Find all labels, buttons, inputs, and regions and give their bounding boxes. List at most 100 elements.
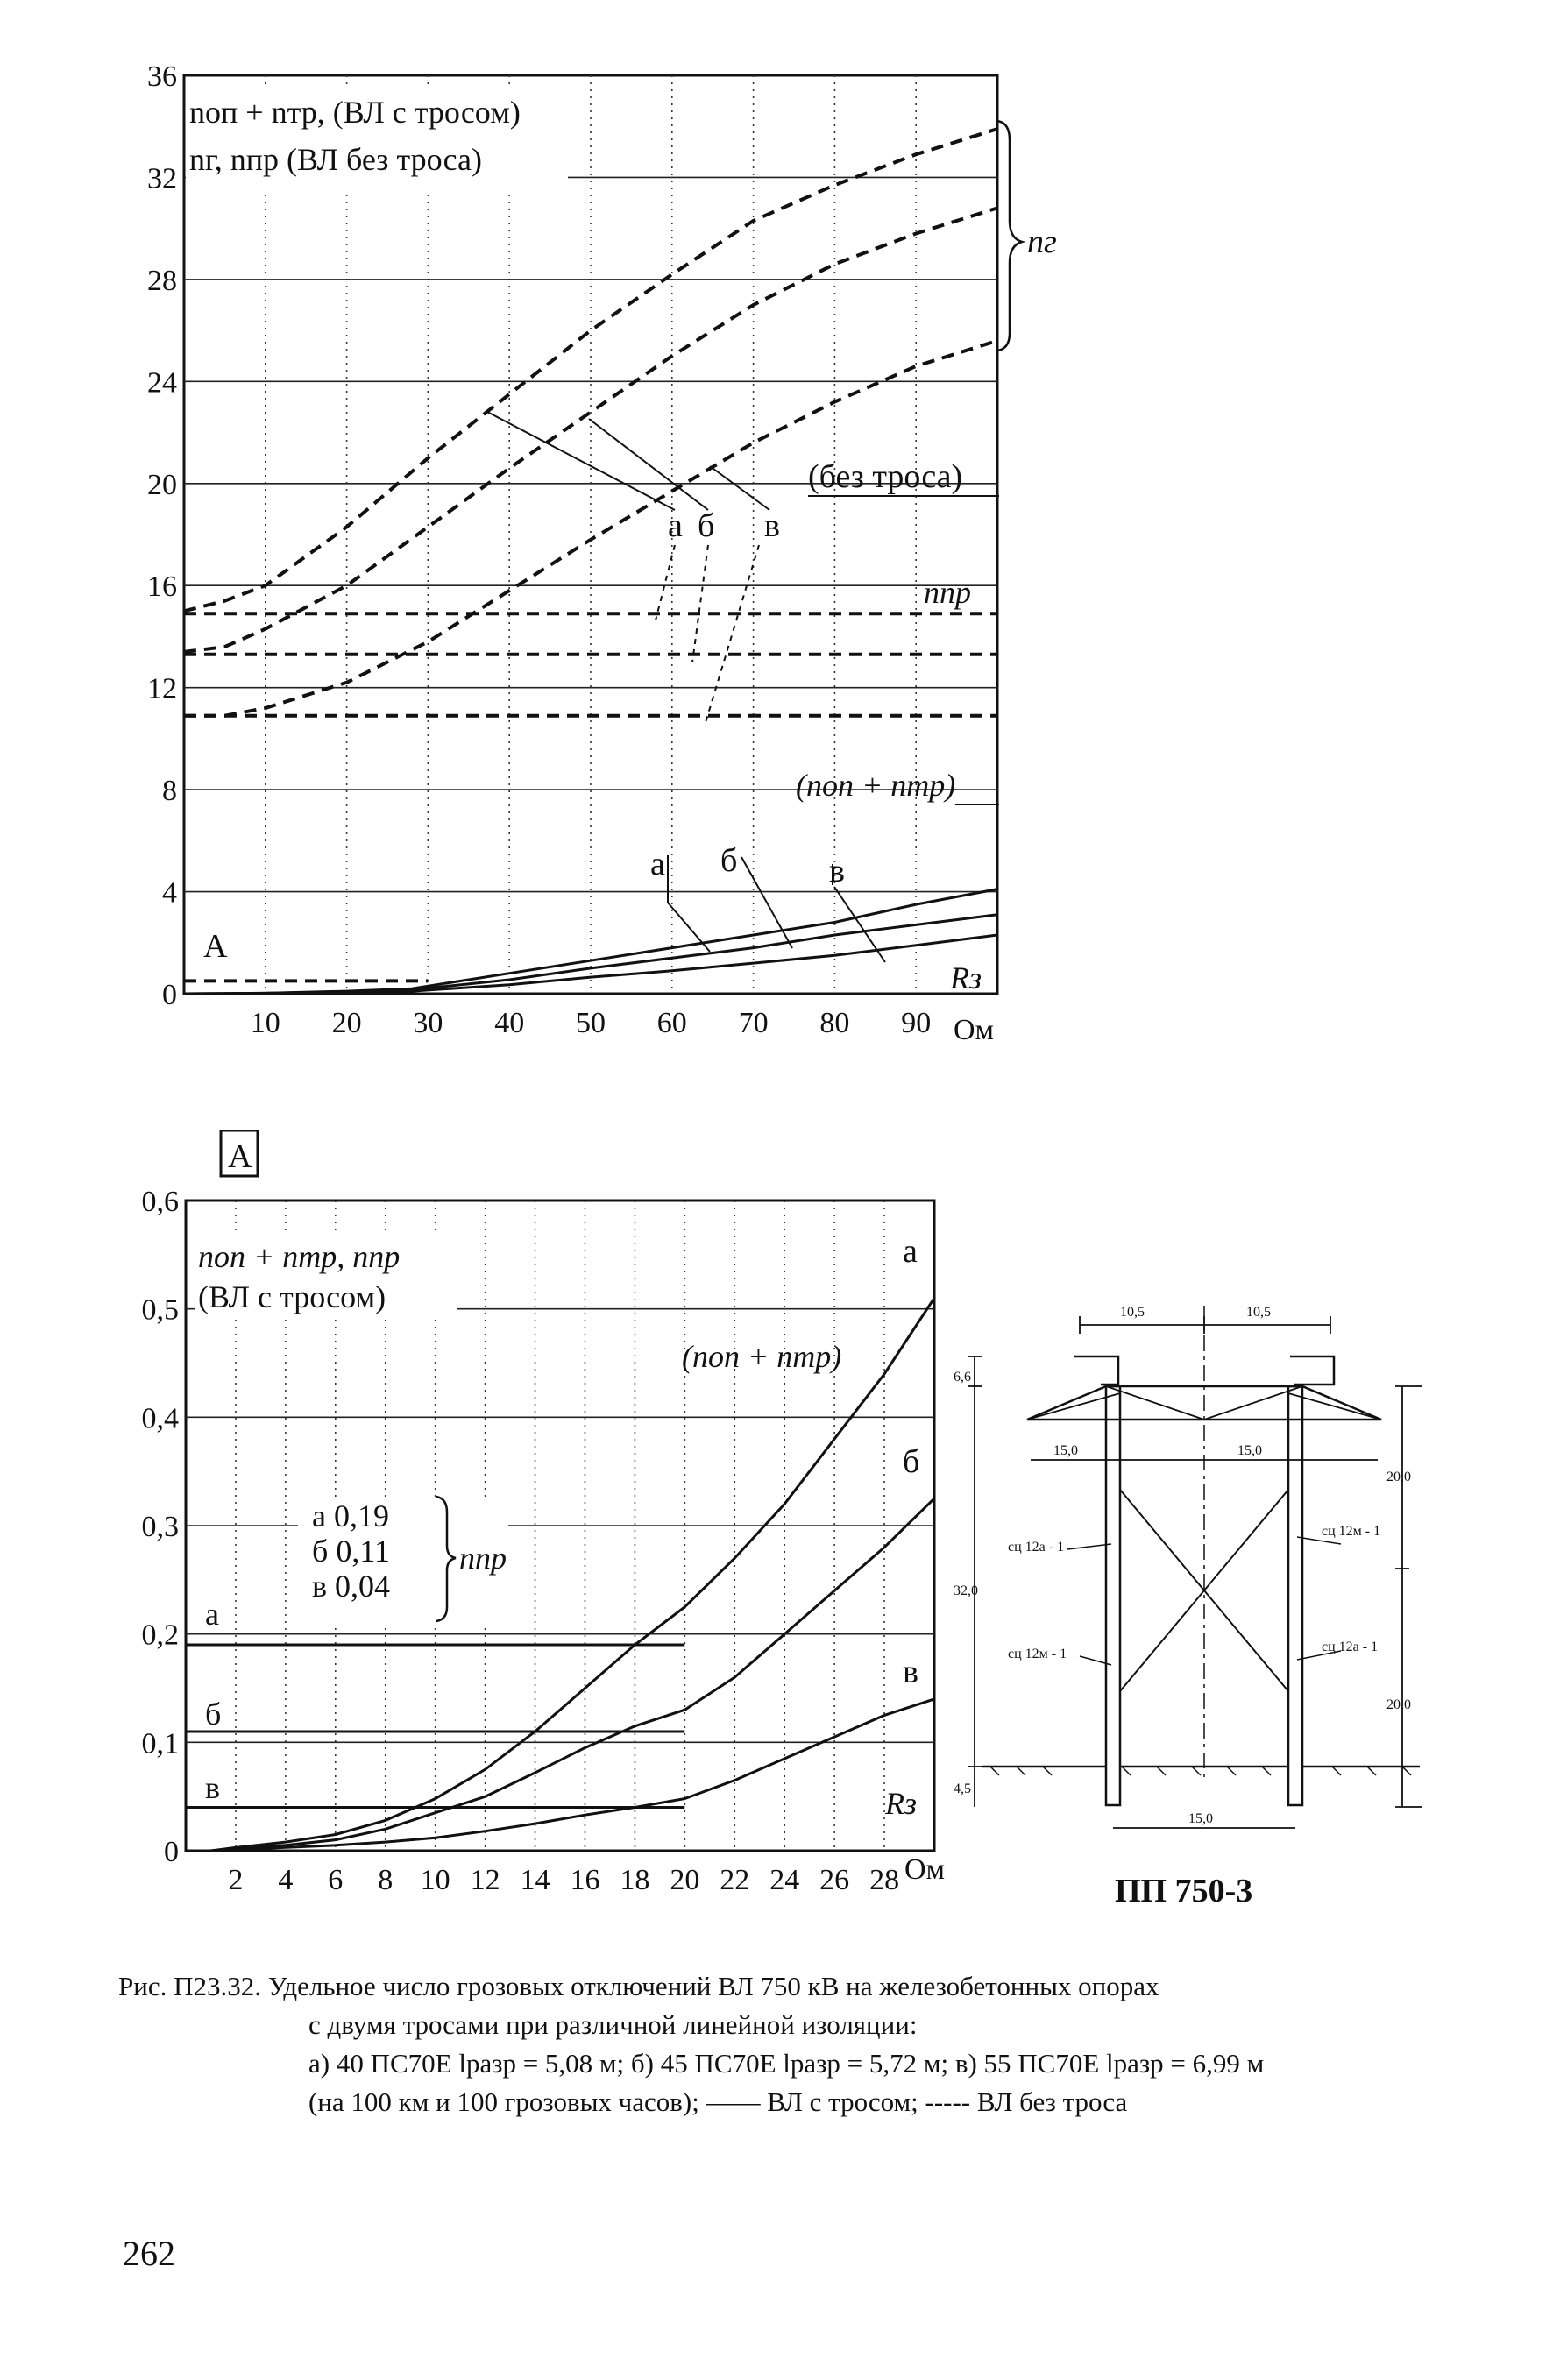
x-tick-label: 2 — [228, 1864, 243, 1896]
x-tick-label: 26 — [819, 1864, 849, 1896]
x-tick-label: 40 — [494, 1007, 524, 1039]
npr-label: nпр — [924, 575, 971, 610]
right-pole — [1287, 1385, 1304, 1807]
chart-inset-A: 2 4 6 8 10 12 14 16 18 20 22 24 26 2800,10,20,30,40,5… — [142, 1130, 945, 1896]
right-cap — [1290, 1355, 1336, 1386]
legend-line-1: nоп + nтр, (ВЛ с тросом) — [189, 95, 521, 130]
dim-top-right: 10,5 — [1246, 1305, 1271, 1320]
series-line-в-2 — [184, 338, 998, 718]
curve-a-label-low: а — [650, 846, 665, 882]
x-tick-label: 50 — [576, 1007, 606, 1039]
x-tick-label: 14 — [521, 1864, 550, 1896]
npr-b-label: б — [205, 1696, 221, 1732]
x-tick-label: 30 — [413, 1007, 443, 1039]
series-line-б-1 — [183, 206, 998, 654]
y-tick-label: 0,6 — [142, 1186, 180, 1218]
ground-hatch — [989, 1766, 1412, 1776]
tower-caption: ПП 750-3 — [1115, 1873, 1252, 1909]
tick-labels: 2 4 6 8 10 12 14 16 18 20 22 24 26 2800,10,20,30,40,5… — [142, 1186, 900, 1896]
y-tick-label: 0 — [164, 1836, 179, 1868]
tick-labels: 10 20 30 40 50 60 70 80 90 0 4 8 12 16 20 24 28 32 36 — [147, 60, 931, 1039]
npr-label: nпр — [459, 1541, 507, 1576]
nop-ntr-label: (nоп + nтр) — [796, 768, 955, 803]
label-right-lower: сц 12а - 1 — [1322, 1640, 1378, 1654]
caption-line-1: Рис. П23.32. Удельное число грозовых отк… — [118, 1971, 1159, 2001]
curve-b-label-low: б — [720, 842, 737, 879]
x-tick-label: 80 — [819, 1007, 849, 1039]
series-line-б-4 — [210, 1498, 936, 1852]
bracket-v: в 0,04 — [312, 1569, 390, 1604]
plot-frame — [182, 74, 999, 995]
dim-lower-height: 20,0 — [1386, 1697, 1411, 1712]
dim-base-width: 15,0 — [1188, 1811, 1213, 1826]
series-line-а-3 — [210, 1297, 936, 1852]
y-tick-label: 0 — [162, 979, 177, 1011]
legend-line-2: (ВЛ с тросом) — [198, 1279, 386, 1314]
ng-label: nг — [1027, 223, 1057, 260]
dim-arm-right: 15,0 — [1237, 1443, 1262, 1458]
series-line-а-0 — [183, 127, 998, 613]
y-tick-label: 24 — [147, 366, 177, 399]
dim-total-height: 20,0 — [1386, 1470, 1411, 1484]
x-unit: Ом — [954, 1014, 994, 1046]
label-left-upper: сц 12а - 1 — [1008, 1540, 1064, 1555]
x-tick-label: 16 — [570, 1864, 599, 1896]
curve-b-label: б — [903, 1443, 919, 1480]
y-tick-label: 0,1 — [142, 1727, 180, 1760]
legend-line-1: nоп + nтр, nпр — [198, 1239, 400, 1274]
dim-mid-height: 32,0 — [954, 1583, 978, 1598]
y-tick-label: 16 — [147, 570, 177, 603]
series-group — [183, 127, 998, 995]
legend-line-2: nг, nпр (ВЛ без троса) — [189, 142, 482, 177]
label-left-lower: сц 12м - 1 — [1008, 1647, 1067, 1661]
x-bracing — [1119, 1489, 1289, 1692]
x-unit: Ом — [904, 1853, 945, 1886]
chart-top: 10 20 30 40 50 60 70 80 90 0 4 8 12 16 20 24 28 32 36 nоп … — [147, 60, 1057, 1046]
legend-box — [195, 1236, 457, 1316]
y-tick-label: 0,2 — [142, 1619, 180, 1652]
chart-letter-box — [219, 1130, 259, 1178]
x-tick-label: 12 — [471, 1864, 500, 1896]
page-number: 262 — [123, 2234, 175, 2273]
bracket-b: б 0,11 — [312, 1534, 390, 1569]
x-tick-label: 4 — [278, 1864, 293, 1896]
bez-trosa-label: (без троса) — [808, 458, 962, 495]
caption-line-3: а) 40 ПС70Е lразр = 5,08 м; б) 45 ПС70Е … — [308, 2048, 1265, 2079]
y-tick-label: 0,3 — [142, 1511, 180, 1543]
x-tick-label: 20 — [332, 1007, 362, 1039]
figure-caption: Рис. П23.32. Удельное число грозовых отк… — [118, 1967, 1486, 2121]
bracket-bg — [298, 1497, 508, 1623]
npr-v-label: в — [205, 1770, 220, 1805]
x-tick-label: 90 — [901, 1007, 931, 1039]
y-tick-label: 28 — [147, 265, 177, 297]
curve-v-label-top: в — [764, 507, 780, 544]
x-tick-label: 70 — [739, 1007, 769, 1039]
npr-brace — [436, 1495, 457, 1623]
x-tick-label: 24 — [769, 1864, 799, 1896]
label-right-upper: сц 12м - 1 — [1322, 1524, 1380, 1539]
ng-brace — [996, 119, 1026, 352]
x-tick-label: 60 — [657, 1007, 687, 1039]
curve-a-label-top: а — [668, 507, 683, 544]
inset-marker: А — [203, 928, 228, 965]
left-cap — [1074, 1355, 1120, 1386]
series-line-в-5 — [210, 1697, 935, 1852]
npr-a-label: а — [205, 1597, 219, 1632]
caption-line-4: (на 100 км и 100 грозовых часов); —— ВЛ … — [308, 2086, 1128, 2117]
dim-arm-left: 15,0 — [1053, 1443, 1078, 1458]
y-tick-label: 12 — [147, 673, 177, 705]
y-tick-label: 20 — [147, 469, 177, 501]
bracket-a: а 0,19 — [312, 1498, 389, 1534]
curve-v-label-low: в — [829, 853, 845, 889]
dim-bottom-height: 4,5 — [954, 1781, 971, 1796]
y-tick-label: 4 — [162, 877, 177, 910]
rz-label: Rз — [949, 960, 982, 995]
x-tick-label: 28 — [869, 1864, 899, 1896]
left-pole — [1104, 1385, 1122, 1807]
curve-b-label-top: б — [698, 507, 714, 544]
tower-drawing: 10,5 10,5 6,6 15,0 15,0 20,0 32,0 20,0 4… — [954, 1305, 1422, 1909]
x-tick-label: 22 — [720, 1864, 749, 1896]
curve-v-label: в — [903, 1654, 918, 1690]
pointer-leaders-low — [667, 855, 886, 963]
y-tick-label: 0,4 — [142, 1402, 180, 1434]
